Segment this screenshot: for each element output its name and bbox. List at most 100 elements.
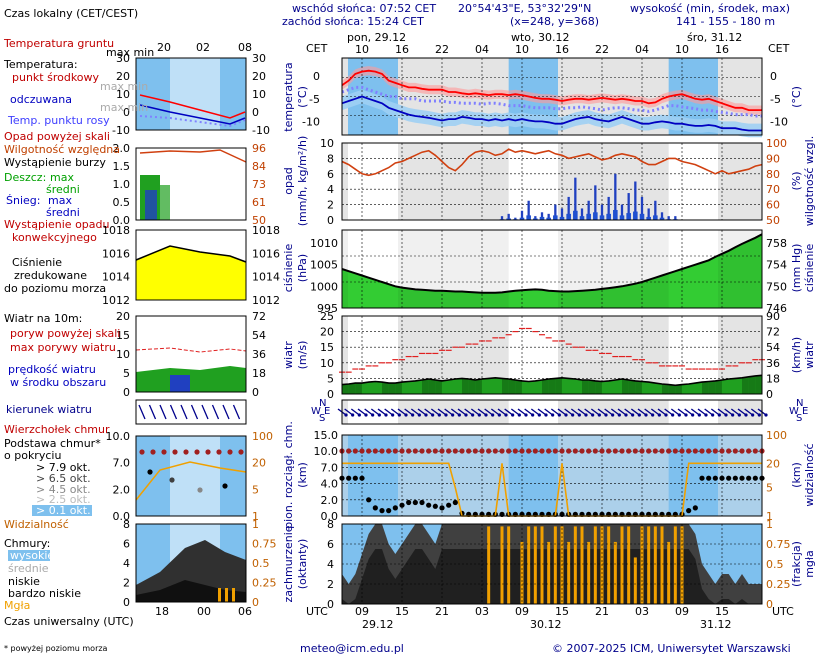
night-band: [342, 143, 348, 220]
precip-max-bar: [500, 216, 504, 220]
hour-label-top: 10: [675, 43, 689, 56]
compass-right-E: E: [802, 406, 808, 417]
top-days: pon, 29.12 wto, 30.12 śro, 31.12: [347, 31, 742, 44]
cloud-top-dot: [379, 448, 385, 454]
clouds-tick-left: 2: [327, 578, 334, 591]
legend-top-dot: [183, 449, 189, 455]
compass-right-W: W: [789, 406, 799, 417]
wind-tick-right: 54: [766, 341, 780, 354]
visibility-tick-right: 5: [766, 482, 773, 495]
precip-mean-bar: [646, 216, 651, 220]
cloud-top-dot: [539, 448, 545, 454]
fog-bar: [660, 526, 664, 604]
legend-wind-tick-right: 72: [252, 310, 266, 323]
cloud-base-dot: [739, 475, 745, 481]
visibility-tick-right: 100: [766, 429, 787, 442]
legend-local-hours: 20 02 08: [157, 41, 252, 54]
legend-utc-hours: 18 00 06: [155, 605, 252, 618]
precip-mean-bar: [626, 213, 631, 220]
legend-o01-bg: [32, 505, 92, 516]
legend-base-tick-right: 5: [252, 483, 259, 496]
legend-wind-tick-left: 10: [116, 348, 130, 361]
wind-axis-label: wiatr: [282, 341, 295, 369]
wind-area-shade: [635, 380, 642, 394]
precip-tick-left: 10: [320, 137, 334, 150]
wind-arrow-head: [444, 413, 448, 417]
legend-top-dot: [216, 449, 222, 455]
cloud-top-dot: [566, 448, 572, 454]
legend-apparent-sub: max min: [100, 101, 148, 114]
wind-area-shade: [508, 379, 516, 394]
legend-precip-tick-left: 1.0: [113, 178, 131, 191]
pressure-tick-left: 995: [317, 302, 338, 315]
wind-arrow: [504, 408, 514, 416]
clouds-axis-label: zachmurzenie: [282, 525, 295, 602]
legend-wind-tick-left: 5: [123, 367, 130, 380]
pressure-tick-right: 758: [766, 237, 787, 250]
legend-rain-mean: średni: [46, 183, 80, 196]
wind-axis-unit-right: (km/h): [790, 337, 803, 373]
legend-snow-bar: [145, 190, 157, 220]
legend-storm: Wystąpienie burzy: [4, 156, 106, 169]
legend-high-bg: [8, 550, 50, 561]
legend-wind-tick-right: 54: [252, 329, 266, 342]
precip-mean-bar: [659, 217, 665, 220]
pressure-axis-unit: (hPa): [296, 254, 309, 282]
hour-label-top: 16: [715, 43, 729, 56]
wind-arrow: [530, 408, 540, 416]
legend-pressure-tick-left: 1016: [102, 247, 130, 260]
footer-email[interactable]: meteo@icm.edu.pl: [300, 642, 404, 655]
wind-arrow-head: [491, 413, 495, 417]
fog-bar: [613, 541, 617, 604]
wind-area-shade: [582, 379, 589, 394]
visibility-axis-unit: (km): [790, 462, 803, 488]
precip-tick-left: 0: [327, 214, 334, 227]
fog-bar: [647, 526, 651, 604]
legend-base-dot: [147, 469, 153, 475]
precip-max-bar: [560, 208, 564, 220]
legend-panel-frame: [135, 57, 247, 131]
legend-base-tick-left: 2.0: [113, 483, 131, 496]
legend-wind-tick-right: 18: [252, 367, 266, 380]
wind-arrow: [470, 408, 480, 416]
legend-temp-tick-right: -10: [252, 124, 270, 137]
wind-arrow-head: [577, 413, 581, 417]
wind-area-shade: [542, 379, 549, 394]
temp-tick-left: -5: [309, 93, 320, 106]
legend-precip-tick-right: 50: [252, 214, 266, 227]
cloud-base-dot: [686, 508, 692, 514]
cloud-base-dot: [392, 505, 398, 511]
wind-arrow-head: [584, 413, 588, 417]
legend-wind-blue: [170, 375, 190, 392]
fog-bar: [487, 526, 491, 604]
legend-o45: > 4.5 okt.: [36, 483, 91, 496]
wind-arrow-head: [417, 413, 421, 417]
wind-arrow: [364, 408, 374, 416]
visibility-tick-right: 1: [766, 510, 773, 523]
cloud-top-dot: [419, 448, 425, 454]
legend-panel-frame: [135, 315, 247, 393]
cloud-top-dot: [652, 448, 658, 454]
cloud-base-dot: [352, 475, 358, 481]
height-label: wysokość (min, środek, max): [630, 2, 790, 15]
wind-arrow: [390, 408, 400, 416]
legend-base-tick-left: 10.0: [106, 430, 131, 443]
legend-low: niskie: [8, 575, 40, 588]
hour-label-bottom: 09: [675, 605, 689, 618]
fog-bar: [573, 526, 577, 604]
precip-mean-bar: [519, 217, 525, 220]
night-band: [558, 230, 669, 308]
legend-dir-bg: [136, 400, 246, 424]
cloud-top-dot: [752, 448, 758, 454]
cloud-base-dot: [446, 502, 452, 508]
precip-max-bar: [654, 200, 657, 220]
wind-area-shade: [502, 378, 509, 394]
legend-o25: > 2.5 okt.: [36, 493, 91, 506]
legend-top-dot: [227, 449, 233, 455]
cloud-base-dot: [366, 497, 372, 503]
legend-fog: Mgła: [4, 599, 30, 612]
legend-cloud-tick-left: 2: [123, 577, 130, 590]
wind-area-shade: [628, 379, 636, 394]
day-label-top: śro, 31.12: [687, 31, 742, 44]
compass-right-S: S: [796, 413, 802, 424]
